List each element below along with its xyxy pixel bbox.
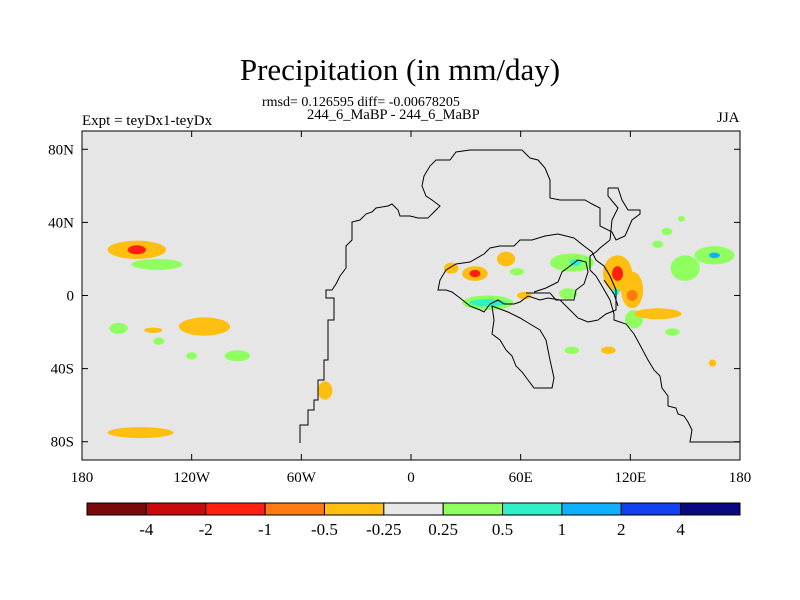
anomaly-region-14 xyxy=(496,251,516,267)
anomaly-layer xyxy=(107,215,735,439)
anomaly-region-8 xyxy=(186,352,198,360)
colorbar-swatch-8 xyxy=(561,502,622,516)
anomaly-region-4 xyxy=(144,327,163,333)
anomaly-region-33 xyxy=(652,240,664,248)
anomaly-region-34 xyxy=(661,227,673,236)
anomaly-region-38 xyxy=(708,359,717,367)
anomaly-region-15 xyxy=(509,268,525,276)
inner-outline-tail xyxy=(491,305,555,389)
chart-subtitle: 244_6_MaBP - 244_6_MaBP xyxy=(307,107,480,123)
anomaly-region-13 xyxy=(469,269,481,278)
anomaly-region-24 xyxy=(621,271,644,309)
colorbar-swatch-5 xyxy=(383,502,444,516)
anomaly-region-9 xyxy=(107,427,174,439)
axis-ticks xyxy=(81,131,741,460)
chart-title: Precipitation (in mm/day) xyxy=(239,52,561,87)
colorbar-label-6: 0.5 xyxy=(492,520,513,539)
anomaly-region-36 xyxy=(601,346,616,354)
anomaly-region-37 xyxy=(677,215,686,222)
x-tick-label-0: 180 xyxy=(71,470,94,486)
colorbar-swatch-9 xyxy=(620,502,682,516)
colorbar-label-2: -1 xyxy=(258,520,272,539)
colorbar-swatch-7 xyxy=(502,502,563,516)
colorbar-label-1: -2 xyxy=(199,520,213,539)
anomaly-region-5 xyxy=(178,317,231,336)
x-tick-label-4: 60E xyxy=(509,470,533,486)
anomaly-region-30 xyxy=(670,255,700,281)
anomaly-region-6 xyxy=(153,337,165,345)
y-tick-label-2: 0 xyxy=(67,289,75,305)
colorbar-swatch-3 xyxy=(264,502,325,516)
x-tick-label-5: 120E xyxy=(614,470,646,486)
inner-outline-africa xyxy=(437,233,617,323)
inner-outline-mid xyxy=(526,259,589,301)
anomaly-region-11 xyxy=(443,262,459,274)
x-tick-label-3: 0 xyxy=(407,470,415,486)
colorbar-label-5: 0.25 xyxy=(428,520,458,539)
colorbar-swatch-2 xyxy=(205,502,266,516)
experiment-label: Expt = teyDx1-teyDx xyxy=(82,113,213,129)
anomaly-region-28 xyxy=(633,308,682,320)
anomaly-region-29 xyxy=(665,328,680,336)
anomaly-region-25 xyxy=(626,290,638,301)
continent-outline-east xyxy=(589,188,740,443)
anomaly-region-18 xyxy=(517,291,532,300)
continent-outline-west xyxy=(299,149,641,443)
anomaly-region-2 xyxy=(131,258,183,270)
colorbar-swatch-10 xyxy=(680,502,741,516)
equator-outline xyxy=(603,279,619,307)
coastline-layer xyxy=(299,149,740,443)
anomaly-region-1 xyxy=(127,245,146,255)
colorbar-swatch-0 xyxy=(86,502,147,516)
anomaly-region-32 xyxy=(708,252,720,259)
anomaly-region-10 xyxy=(317,381,333,400)
anomaly-region-7 xyxy=(224,350,251,362)
colorbar-label-8: 2 xyxy=(617,520,626,539)
x-tick-label-2: 60W xyxy=(287,470,317,486)
x-tick-label-6: 180 xyxy=(729,470,752,486)
colorbar-swatch-4 xyxy=(323,502,385,516)
season-label: JJA xyxy=(717,110,740,126)
colorbar-swatch-1 xyxy=(145,502,207,516)
y-axis-labels: 80N 40N 0 40S 80S xyxy=(48,142,74,450)
y-tick-label-3: 40S xyxy=(51,362,74,378)
colorbar-label-3: -0.5 xyxy=(311,520,338,539)
anomaly-region-35 xyxy=(564,346,580,354)
y-tick-label-4: 80S xyxy=(51,435,74,451)
colorbar: -4 -2 -1 -0.5 -0.25 0.25 0.5 1 2 4 xyxy=(86,502,741,539)
colorbar-label-9: 4 xyxy=(676,520,685,539)
y-tick-label-1: 40N xyxy=(48,215,74,231)
y-tick-label-0: 80N xyxy=(48,142,74,158)
colorbar-swatch-6 xyxy=(442,502,504,516)
anomaly-region-17 xyxy=(469,299,507,307)
anomaly-region-21 xyxy=(559,288,578,300)
colorbar-label-7: 1 xyxy=(558,520,567,539)
x-axis-labels: 180 120W 60W 0 60E 120E 180 xyxy=(71,470,752,486)
colorbar-label-4: -0.25 xyxy=(366,520,401,539)
x-tick-label-1: 120W xyxy=(173,470,211,486)
colorbar-label-0: -4 xyxy=(139,520,154,539)
anomaly-region-23 xyxy=(612,266,624,281)
anomaly-region-3 xyxy=(109,322,128,334)
stats-line: rmsd= 0.126595 diff= -0.00678205 xyxy=(262,95,460,110)
